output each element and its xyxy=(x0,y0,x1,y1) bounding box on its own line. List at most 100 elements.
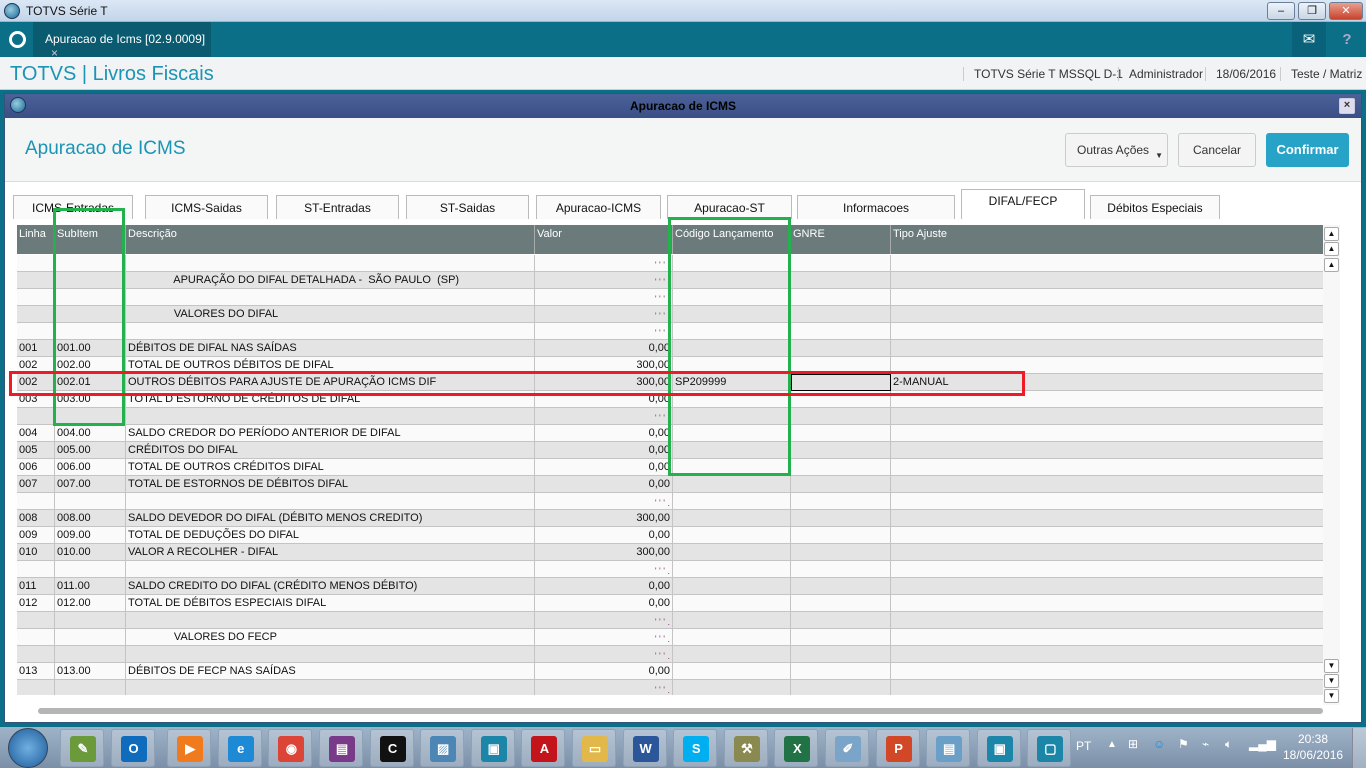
cell-gnre[interactable] xyxy=(791,374,891,391)
table-row[interactable]: 011 011.00 SALDO CREDITO DO DIFAL (CRÉDITO… xyxy=(17,578,1325,595)
column-header-linha[interactable]: Linha xyxy=(17,225,55,254)
network-signal-icon[interactable]: ▂▄▆ xyxy=(1249,737,1276,751)
cell-linha: 013 xyxy=(17,663,55,680)
table-row[interactable]: 006 006.00 TOTAL DE OUTROS CRÉDITOS DIFAL 0… xyxy=(17,459,1325,476)
tab-apuracao-icms[interactable]: Apuracao-ICMS xyxy=(536,195,661,219)
table-row[interactable]: 001 001.00 DÉBITOS DE DIFAL NAS SAÍDAS 0,00 xyxy=(17,340,1325,357)
table-row[interactable]: 007 007.00 TOTAL DE ESTORNOS DE DÉBITOS DI… xyxy=(17,476,1325,493)
taskbar-file-explorer[interactable]: ▭ xyxy=(572,729,616,767)
table-row[interactable]: 012 012.00 TOTAL DE DÉBITOS ESPECIAIS DIFA… xyxy=(17,595,1325,612)
cell-gnre xyxy=(791,459,891,476)
ccleaner-tray-icon[interactable]: ☺ xyxy=(1153,737,1166,751)
table-row[interactable]: 008 008.00 SALDO DEVEDOR DO DIFAL (DÉBITO … xyxy=(17,510,1325,527)
table-row[interactable]: ' ' ' . xyxy=(17,612,1325,629)
tab-st-saidas[interactable]: ST-Saidas xyxy=(406,195,529,219)
column-header-descricao[interactable]: Descrição xyxy=(126,225,535,254)
mail-icon[interactable]: ✉ xyxy=(1292,22,1326,57)
taskbar-acrobat[interactable]: A xyxy=(521,729,566,767)
table-row[interactable]: APURAÇÃO DO DIFAL DETALHADA - SÃO PAULO … xyxy=(17,272,1325,289)
table-row[interactable]: 010 010.00 VALOR A RECOLHER - DIFAL 300,00 xyxy=(17,544,1325,561)
taskbar-excel[interactable]: X xyxy=(774,729,819,767)
tab-d-bitos-especiais[interactable]: Débitos Especiais xyxy=(1090,195,1220,219)
taskbar-winrar[interactable]: ▤ xyxy=(319,729,363,767)
taskbar-paint[interactable]: ✐ xyxy=(825,729,869,767)
action-center-flag-icon[interactable]: ⚑ xyxy=(1178,737,1189,751)
taskbar-photo-viewer[interactable]: ▨ xyxy=(420,729,465,767)
table-row[interactable]: VALORES DO FECP ' ' ' . xyxy=(17,629,1325,646)
confirm-button[interactable]: Confirmar xyxy=(1266,133,1349,167)
tab-difal-fecp[interactable]: DIFAL/FECP xyxy=(961,189,1085,219)
table-row[interactable]: ' ' ' . xyxy=(17,561,1325,578)
scroll-down-button[interactable]: ▼ xyxy=(1324,659,1339,673)
language-indicator[interactable]: PT xyxy=(1076,739,1092,753)
grid-horizontal-scrollbar[interactable] xyxy=(38,708,1323,714)
table-row[interactable]: ' ' ' . xyxy=(17,680,1325,695)
taskbar-internet-explorer[interactable]: e xyxy=(217,729,262,767)
tab-apuracao-st[interactable]: Apuracao-ST xyxy=(667,195,792,219)
close-dialog-button[interactable]: × xyxy=(1339,98,1355,114)
other-actions-button[interactable]: Outras Ações ▼ xyxy=(1065,133,1168,167)
show-desktop-button[interactable] xyxy=(1352,728,1366,768)
clock-date[interactable]: 18/06/2016 xyxy=(1283,748,1344,762)
table-row[interactable]: ' ' ' . xyxy=(17,323,1325,340)
tab-apuracao-icms[interactable]: Apuracao de Icms [02.9.0009] × xyxy=(33,22,211,60)
column-header-valor[interactable]: Valor xyxy=(535,225,673,254)
taskbar-remote-desktop[interactable]: ▣ xyxy=(470,729,515,767)
cell-gnre xyxy=(791,578,891,595)
table-row[interactable]: ' ' ' . xyxy=(17,646,1325,663)
cell-gnre xyxy=(791,476,891,493)
cell-tipo-ajuste xyxy=(891,476,1325,493)
cell-tipo-ajuste xyxy=(891,255,1325,272)
cell-codigo-lancamento xyxy=(673,527,791,544)
close-window-button[interactable]: ✕ xyxy=(1329,2,1363,20)
volume-icon[interactable]: 🔈︎ xyxy=(1225,737,1233,751)
taskbar-word[interactable]: W xyxy=(622,729,667,767)
close-tab-icon[interactable]: × xyxy=(51,46,59,60)
taskbar-skype[interactable]: S xyxy=(673,729,718,767)
totvs-menu-icon[interactable] xyxy=(9,31,26,48)
column-header-tipo-ajuste[interactable]: Tipo Ajuste xyxy=(891,225,1325,254)
show-hidden-icons[interactable]: ▲ xyxy=(1107,739,1117,750)
windows-icon[interactable]: ⊞ xyxy=(1128,737,1139,751)
table-row[interactable]: 013 013.00 DÉBITOS DE FECP NAS SAÍDAS 0,00 xyxy=(17,663,1325,680)
scroll-top-button[interactable]: ▲ xyxy=(1324,227,1339,241)
taskbar-ccleaner[interactable]: C xyxy=(369,729,414,767)
taskbar-media-player[interactable]: ▶ xyxy=(167,729,212,767)
column-header-gnre[interactable]: GNRE xyxy=(791,225,891,254)
scroll-up-button[interactable]: ▲ xyxy=(1324,258,1339,272)
restore-button[interactable]: ❐ xyxy=(1298,2,1326,20)
clock-time[interactable]: 20:38 xyxy=(1298,732,1329,746)
minimize-button[interactable]: – xyxy=(1267,2,1295,20)
tab-icms-saidas[interactable]: ICMS-Saidas xyxy=(145,195,268,219)
column-header-subitem[interactable]: SubItem xyxy=(55,225,126,254)
taskbar-totvs-smartclient-2[interactable]: ▢ xyxy=(1027,729,1072,767)
taskbar-dev-tools[interactable]: ⚒ xyxy=(723,729,768,767)
tab-st-entradas[interactable]: ST-Entradas xyxy=(276,195,399,219)
power-icon[interactable]: ⌁ xyxy=(1202,737,1210,751)
grid-vertical-scrollbar[interactable]: ▲ ▲ ▲ ▼ ▼ ▼ xyxy=(1323,225,1340,705)
start-button[interactable] xyxy=(8,728,48,768)
cell-descricao: VALORES DO DIFAL xyxy=(126,306,535,323)
table-row[interactable]: ' ' ' . xyxy=(17,493,1325,510)
scroll-bottom-button[interactable]: ▼ xyxy=(1324,689,1339,703)
taskbar-notepadpp[interactable]: ✎ xyxy=(60,729,104,767)
taskbar-powerpoint[interactable]: P xyxy=(875,729,920,767)
table-row[interactable]: ' ' ' . xyxy=(17,408,1325,425)
taskbar-chrome[interactable]: ◉ xyxy=(268,729,313,767)
scroll-page-up-button[interactable]: ▲ xyxy=(1324,242,1339,256)
help-icon[interactable]: ? xyxy=(1342,31,1352,48)
table-row[interactable]: VALORES DO DIFAL ' ' ' . xyxy=(17,306,1325,323)
table-row[interactable]: 005 005.00 CRÉDITOS DO DIFAL 0,00 xyxy=(17,442,1325,459)
taskbar-notepad[interactable]: ▤ xyxy=(926,729,971,767)
cancel-button[interactable]: Cancelar xyxy=(1178,133,1256,167)
scroll-page-down-button[interactable]: ▼ xyxy=(1324,674,1339,688)
table-row[interactable]: 009 009.00 TOTAL DE DEDUÇÕES DO DIFAL 0,00 xyxy=(17,527,1325,544)
tab-informacoes-complementares[interactable]: Informacoes Complementares xyxy=(797,195,955,239)
taskbar-totvs-smartclient[interactable]: ▣ xyxy=(976,729,1021,767)
table-row[interactable]: 004 004.00 SALDO CREDOR DO PERÍODO ANTERIO… xyxy=(17,425,1325,442)
cell-subitem: 008.00 xyxy=(55,510,126,527)
cell-valor: 0,00 xyxy=(535,578,673,595)
cell-tipo-ajuste xyxy=(891,408,1325,425)
table-row-selected[interactable]: 002 002.01 OUTROS DÉBITOS PARA AJUSTE DE A… xyxy=(17,374,1325,391)
taskbar-outlook[interactable]: O xyxy=(110,729,155,767)
